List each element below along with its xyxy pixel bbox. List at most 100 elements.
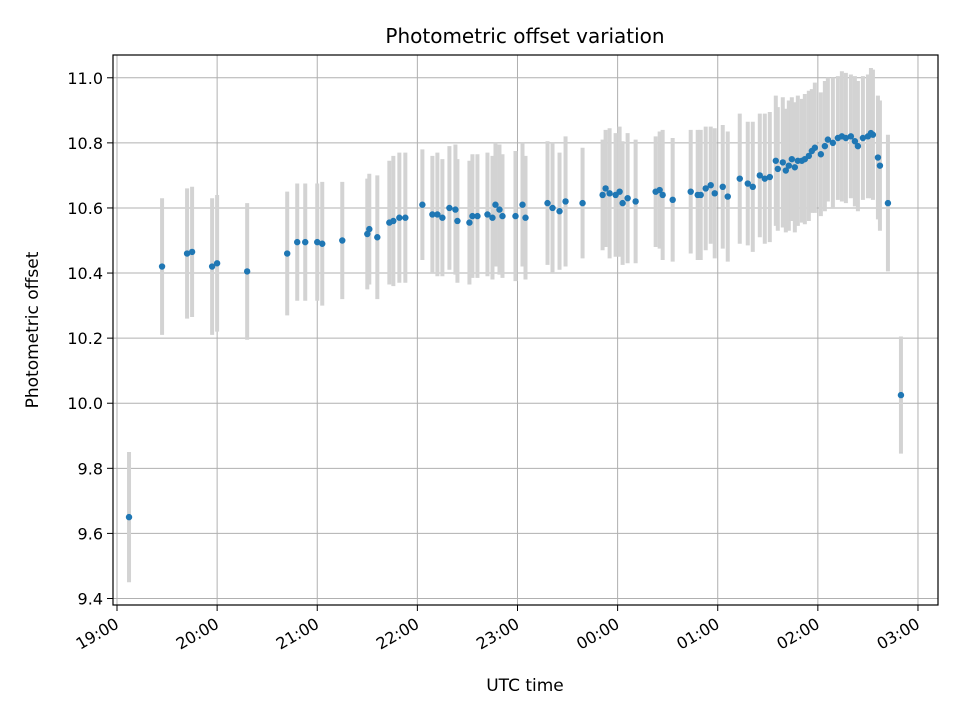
data-point — [869, 131, 877, 138]
data-point — [484, 211, 491, 218]
data-point — [761, 175, 768, 182]
y-tick-label: 10.4 — [67, 264, 103, 283]
data-point — [429, 211, 436, 218]
data-point — [847, 133, 855, 140]
data-point — [779, 159, 787, 166]
data-point — [632, 198, 639, 205]
data-point — [659, 191, 666, 199]
data-point — [854, 142, 862, 150]
data-point — [624, 194, 631, 202]
data-point — [339, 237, 346, 244]
y-tick-label: 10.8 — [67, 134, 103, 153]
y-tick-label: 10.6 — [67, 199, 103, 218]
data-point — [492, 201, 499, 208]
data-point — [544, 199, 551, 207]
data-point — [402, 214, 409, 221]
y-tick-label: 9.6 — [78, 524, 103, 543]
data-point — [213, 260, 221, 267]
data-point — [434, 211, 441, 218]
data-point — [158, 263, 166, 270]
data-point — [512, 212, 519, 220]
data-point — [469, 212, 476, 220]
data-point — [707, 181, 714, 189]
data-point — [549, 204, 556, 212]
data-point — [374, 234, 381, 241]
data-point — [188, 248, 196, 256]
data-point — [817, 151, 825, 158]
data-point — [474, 212, 481, 220]
data-point — [874, 154, 882, 161]
data-point — [579, 199, 586, 207]
data-point — [876, 162, 884, 169]
data-point — [821, 142, 829, 150]
y-tick-label: 9.8 — [78, 459, 103, 478]
data-point — [446, 204, 453, 212]
data-point — [772, 157, 780, 164]
data-point — [183, 250, 191, 257]
data-point — [556, 208, 563, 215]
data-point — [396, 214, 403, 221]
data-point — [697, 191, 704, 199]
data-point — [366, 225, 373, 233]
data-point — [749, 183, 756, 191]
data-point — [390, 217, 397, 225]
data-point — [284, 250, 291, 257]
x-axis-title: UTC time — [486, 676, 564, 696]
y-axis-ticks: 9.4 9.6 9.8 10.0 10.2 10.4 10.6 10.8 11.0 — [67, 69, 113, 608]
data-point — [562, 198, 569, 205]
data-point — [243, 268, 251, 275]
data-point — [744, 180, 751, 187]
data-point — [669, 196, 676, 204]
data-point — [496, 206, 503, 213]
data-point — [208, 263, 216, 270]
data-point — [454, 217, 461, 225]
data-point — [702, 185, 709, 192]
data-point — [606, 190, 613, 197]
data-point — [364, 230, 371, 238]
data-point — [687, 188, 694, 195]
data-point — [499, 212, 506, 220]
data-point — [602, 185, 609, 192]
data-point — [782, 167, 790, 174]
data-point — [125, 513, 133, 521]
y-tick-label: 10.2 — [67, 329, 103, 348]
data-point — [774, 165, 782, 173]
data-point — [711, 190, 718, 197]
data-point — [439, 214, 446, 221]
data-point — [791, 164, 799, 171]
y-tick-label: 11.0 — [67, 69, 103, 88]
data-point — [897, 391, 905, 399]
data-point — [656, 186, 663, 194]
chart-title: Photometric offset variation — [385, 24, 664, 48]
data-point — [719, 183, 726, 191]
data-point — [805, 152, 813, 160]
data-point — [785, 162, 793, 169]
data-point — [294, 238, 301, 246]
y-tick-label: 9.4 — [78, 589, 103, 608]
data-point — [756, 172, 763, 179]
data-point — [599, 191, 606, 199]
data-point — [811, 144, 819, 151]
data-point — [452, 206, 459, 213]
y-axis-title: Photometric offset — [23, 251, 43, 408]
data-point — [829, 139, 837, 147]
y-tick-label: 10.0 — [67, 394, 103, 413]
data-point — [842, 134, 850, 142]
data-point — [419, 201, 426, 208]
data-point — [766, 173, 773, 181]
data-point — [851, 138, 859, 145]
data-points — [125, 129, 905, 521]
data-point — [522, 214, 529, 221]
data-point — [489, 214, 496, 221]
plot-area-frame — [112, 54, 939, 606]
data-point — [884, 199, 892, 207]
data-point — [616, 188, 623, 195]
data-point — [466, 219, 473, 226]
data-point — [319, 240, 326, 247]
data-point — [736, 175, 743, 182]
data-point — [859, 134, 867, 142]
data-point — [824, 136, 832, 143]
data-point — [619, 199, 626, 207]
data-point — [788, 155, 796, 163]
